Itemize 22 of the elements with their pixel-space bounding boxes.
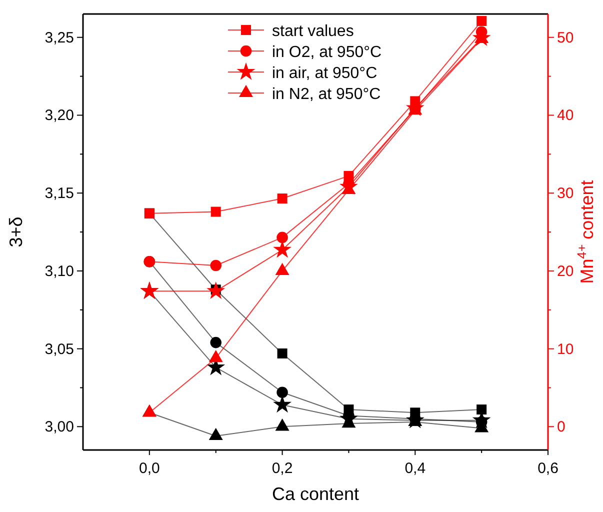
y2-tick-label: 30 (557, 185, 574, 202)
y-tick-label: 3,10 (44, 262, 74, 280)
y2-tick-label: 0 (557, 418, 566, 436)
legend-label: in O2, at 950°C (272, 44, 382, 61)
x-tick-label: 0,2 (272, 460, 293, 477)
x-tick-label: 0,6 (538, 460, 558, 477)
y2-tick-label: 10 (557, 340, 574, 358)
legend-label: in air, at 950°C (272, 65, 378, 82)
y2-tick-label: 40 (557, 107, 574, 124)
legend-label: in N2, at 950°C (272, 86, 381, 103)
y2-tick-label: 50 (557, 29, 574, 46)
y2-tick-label: 20 (557, 262, 574, 280)
y-tick-label: 3,15 (44, 185, 74, 202)
x-tick-label: 0,0 (139, 460, 160, 477)
y-axis-title: 3+δ (6, 216, 26, 248)
y-tick-label: 3,25 (44, 29, 74, 46)
y-tick-label: 3,05 (44, 340, 74, 358)
y-tick-label: 3,20 (44, 107, 74, 124)
legend-label: start values (272, 23, 354, 40)
x-axis-title: Ca content (272, 484, 360, 504)
y-tick-label: 3,00 (44, 418, 74, 436)
x-tick-label: 0,4 (404, 460, 426, 477)
